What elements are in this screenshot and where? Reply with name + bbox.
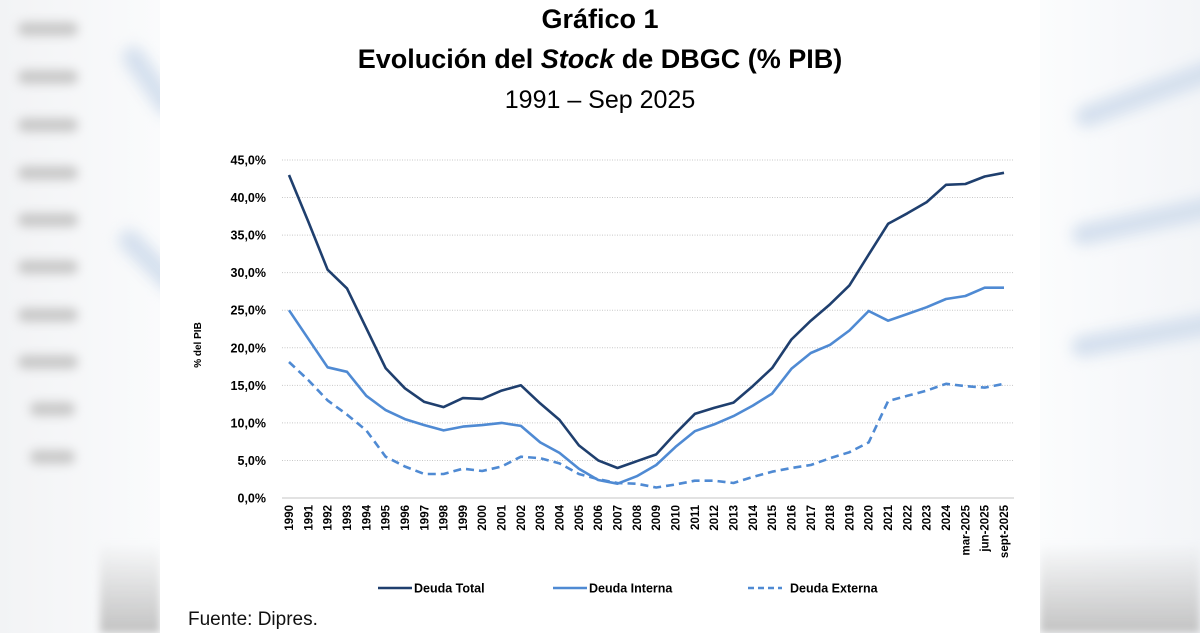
x-tick-label: 2013 — [728, 505, 740, 531]
blur-shape — [1040, 543, 1200, 633]
x-tick-label: 1999 — [458, 505, 470, 531]
y-tick-label: 15,0% — [231, 379, 266, 393]
y-tick-label: 10,0% — [231, 416, 266, 430]
x-tick-label: 2000 — [477, 505, 489, 531]
y-tick-label: 45,0% — [231, 154, 266, 168]
x-tick-label: 1990 — [284, 505, 296, 531]
x-tick-label: 2003 — [535, 505, 547, 531]
blur-shape — [100, 543, 160, 633]
x-tick-label: 1996 — [400, 505, 412, 531]
x-tick-label: 1994 — [361, 504, 373, 530]
gridlines — [282, 159, 1014, 499]
legend: Deuda Total Deuda Interna Deuda Externa — [378, 582, 879, 596]
x-tick-label: 2007 — [613, 505, 625, 531]
blur-shape — [18, 166, 78, 180]
background-blur-left — [0, 0, 160, 633]
x-tick-label: 2004 — [555, 504, 567, 530]
series-line-deuda-total — [287, 171, 1005, 470]
blur-shape — [30, 450, 75, 464]
x-tick-label: mar-2025 — [960, 504, 972, 555]
y-axis-ticks: 0,0% 5,0% 10,0% 15,0% 20,0% 25,0% 30,0% 35,0% 40… — [231, 154, 266, 506]
y-tick-label: 25,0% — [231, 304, 266, 318]
blur-shape — [30, 402, 75, 416]
blur-shape — [18, 260, 78, 274]
blur-shape — [18, 308, 78, 322]
x-tick-label: 2017 — [806, 505, 818, 531]
blur-shape — [18, 355, 78, 369]
y-tick-label: 30,0% — [231, 266, 266, 280]
y-tick-label: 0,0% — [238, 492, 267, 506]
x-tick-label: 2020 — [864, 505, 876, 531]
y-tick-label: 35,0% — [231, 229, 266, 243]
x-tick-label: 2023 — [922, 505, 934, 531]
source-note: Fuente: Dipres. — [188, 609, 318, 630]
chart-subtitle: Evolución del Stock de DBGC (% PIB) — [160, 44, 1040, 75]
x-tick-label: 2008 — [632, 504, 644, 530]
subtitle-suffix: de DBGC (% PIB) — [614, 44, 843, 74]
chart-title: Gráfico 1 — [541, 4, 659, 34]
x-tick-label: 2022 — [902, 505, 914, 531]
series-line-deuda-externa — [288, 361, 1005, 489]
x-tick-label: 2016 — [786, 505, 798, 531]
blur-shape — [18, 213, 78, 227]
series-line-deuda-interna — [287, 286, 1004, 486]
legend-label: Deuda Interna — [589, 582, 673, 596]
x-tick-label: 2014 — [748, 504, 760, 530]
x-tick-label: 2024 — [941, 504, 953, 530]
x-tick-label: 1992 — [323, 505, 335, 531]
x-tick-label: 2011 — [690, 504, 702, 530]
x-tick-label: 2015 — [767, 504, 779, 530]
x-tick-label: 2010 — [670, 505, 682, 531]
blur-shape — [18, 118, 78, 132]
y-tick-label: 40,0% — [231, 191, 266, 205]
x-axis-ticks: 1990 1991 1992 1993 1994 1995 1996 1997 1998 1999… — [284, 504, 1011, 558]
series-lines — [287, 171, 1005, 489]
subtitle-prefix: Evolución del — [357, 44, 541, 74]
x-tick-label: 2005 — [574, 504, 586, 530]
x-tick-label: 2009 — [651, 505, 663, 531]
blur-shape — [18, 70, 78, 84]
x-tick-label: 2019 — [844, 505, 856, 531]
legend-label: Deuda Externa — [790, 582, 879, 596]
x-tick-label: 2012 — [709, 505, 721, 531]
blur-shape — [18, 22, 78, 36]
x-tick-label: jun-2025 — [980, 504, 992, 552]
x-tick-label: 2018 — [825, 504, 837, 530]
x-tick-label: 2002 — [516, 505, 528, 531]
x-tick-label: 1998 — [439, 504, 451, 530]
legend-label: Deuda Total — [414, 582, 485, 596]
x-tick-label: 1991 — [303, 504, 315, 530]
x-tick-label: 2001 — [497, 504, 509, 530]
x-tick-label: 1993 — [342, 505, 354, 531]
x-tick-label: sept-2025 — [999, 504, 1011, 558]
x-tick-label: 2006 — [593, 505, 605, 531]
background-blur-right — [1040, 0, 1200, 633]
subtitle-italic: Stock — [540, 44, 615, 74]
chart-period: 1991 – Sep 2025 — [504, 86, 696, 114]
x-tick-label: 1997 — [419, 505, 431, 531]
x-tick-label: 2021 — [883, 504, 895, 530]
chart-panel — [160, 0, 1040, 633]
y-axis-label: % del PIB — [193, 322, 204, 368]
y-tick-label: 20,0% — [231, 341, 266, 355]
x-tick-label: 1995 — [381, 504, 393, 530]
y-tick-label: 5,0% — [238, 454, 267, 468]
